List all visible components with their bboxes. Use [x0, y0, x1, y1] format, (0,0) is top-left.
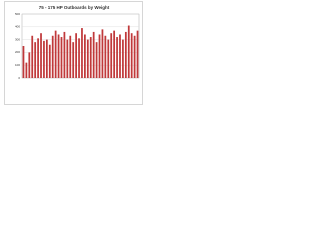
bar [31, 35, 34, 78]
bar [48, 44, 51, 78]
bar [37, 38, 39, 78]
bar [54, 30, 57, 78]
bar [84, 34, 86, 78]
bar [43, 40, 45, 78]
bar [95, 42, 98, 78]
bar [40, 33, 42, 78]
bar [116, 37, 118, 78]
bar [28, 52, 31, 78]
y-tick-label: 500 [15, 12, 20, 16]
bar [107, 39, 110, 78]
y-tick-label: 400 [15, 25, 20, 29]
bar [133, 35, 136, 78]
bar [78, 38, 80, 78]
bar [66, 39, 69, 78]
bar [130, 33, 133, 78]
y-tick-label: 0 [18, 76, 20, 80]
bar [45, 39, 48, 78]
bar [127, 25, 130, 78]
bar [69, 35, 72, 78]
bar [119, 34, 121, 78]
bar [86, 39, 89, 78]
bar [110, 33, 113, 78]
bar [57, 34, 60, 78]
bar [72, 42, 75, 78]
bar [101, 29, 104, 78]
bar [104, 35, 107, 78]
y-tick-label: 200 [15, 50, 20, 54]
bar [81, 28, 83, 78]
bar [122, 39, 124, 78]
bar [34, 42, 37, 78]
bar [22, 46, 25, 78]
bar [124, 31, 127, 79]
bar [89, 37, 92, 78]
bar [63, 31, 66, 79]
bar [75, 33, 77, 78]
y-tick-label: 300 [15, 37, 20, 41]
plot-area [21, 13, 140, 79]
bar [136, 30, 139, 78]
chart-title: 75 - 175 HP Outboards by Weight [39, 5, 110, 10]
chart: 75 - 175 HP Outboards by Weight 0 100 200 3… [4, 1, 143, 105]
y-tick-label: 100 [15, 63, 20, 67]
bar [51, 35, 54, 78]
bar [25, 62, 28, 78]
bar [60, 37, 63, 78]
bar [92, 31, 95, 79]
bar [113, 30, 116, 78]
bar [98, 34, 101, 78]
